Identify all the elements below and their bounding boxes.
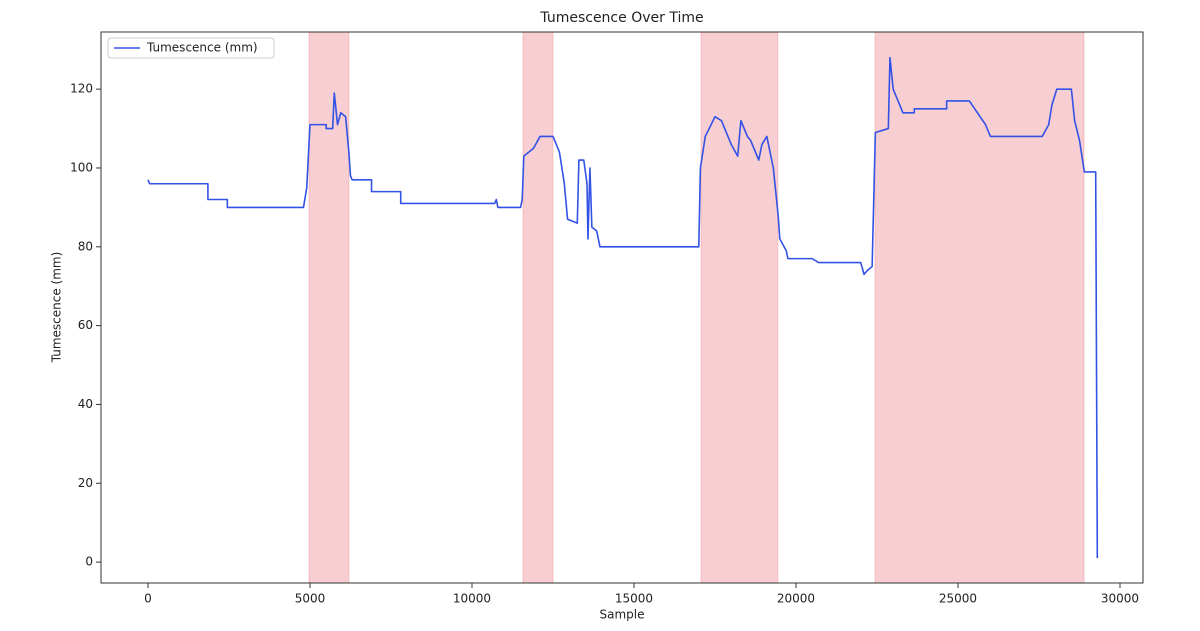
y-axis-label: Tumescence (mm) — [50, 252, 64, 364]
highlight-span — [700, 31, 779, 584]
y-tick-label: 20 — [78, 476, 93, 490]
plot-frame — [100, 31, 1144, 584]
y-tick-label: 0 — [85, 555, 93, 569]
x-tick-label: 0 — [144, 592, 152, 606]
chart-title: Tumescence Over Time — [539, 10, 703, 26]
y-tick-label: 120 — [70, 82, 93, 96]
y-tick-label: 100 — [70, 160, 93, 174]
x-tick-label: 10000 — [453, 592, 491, 606]
x-tick-label: 25000 — [939, 592, 977, 606]
y-tick-label: 40 — [78, 397, 93, 411]
x-tick-label: 20000 — [777, 592, 815, 606]
legend-box — [107, 37, 275, 59]
x-axis-label: Sample — [600, 608, 645, 622]
y-tick-label: 60 — [78, 318, 93, 332]
y-tick-label: 80 — [78, 239, 93, 253]
x-tick-label: 5000 — [295, 592, 326, 606]
highlight-span — [522, 31, 554, 584]
x-tick-label: 15000 — [615, 592, 653, 606]
legend-label: Tumescence (mm) — [146, 41, 258, 55]
data-line — [147, 56, 1099, 559]
x-tick-label: 30000 — [1101, 592, 1139, 606]
